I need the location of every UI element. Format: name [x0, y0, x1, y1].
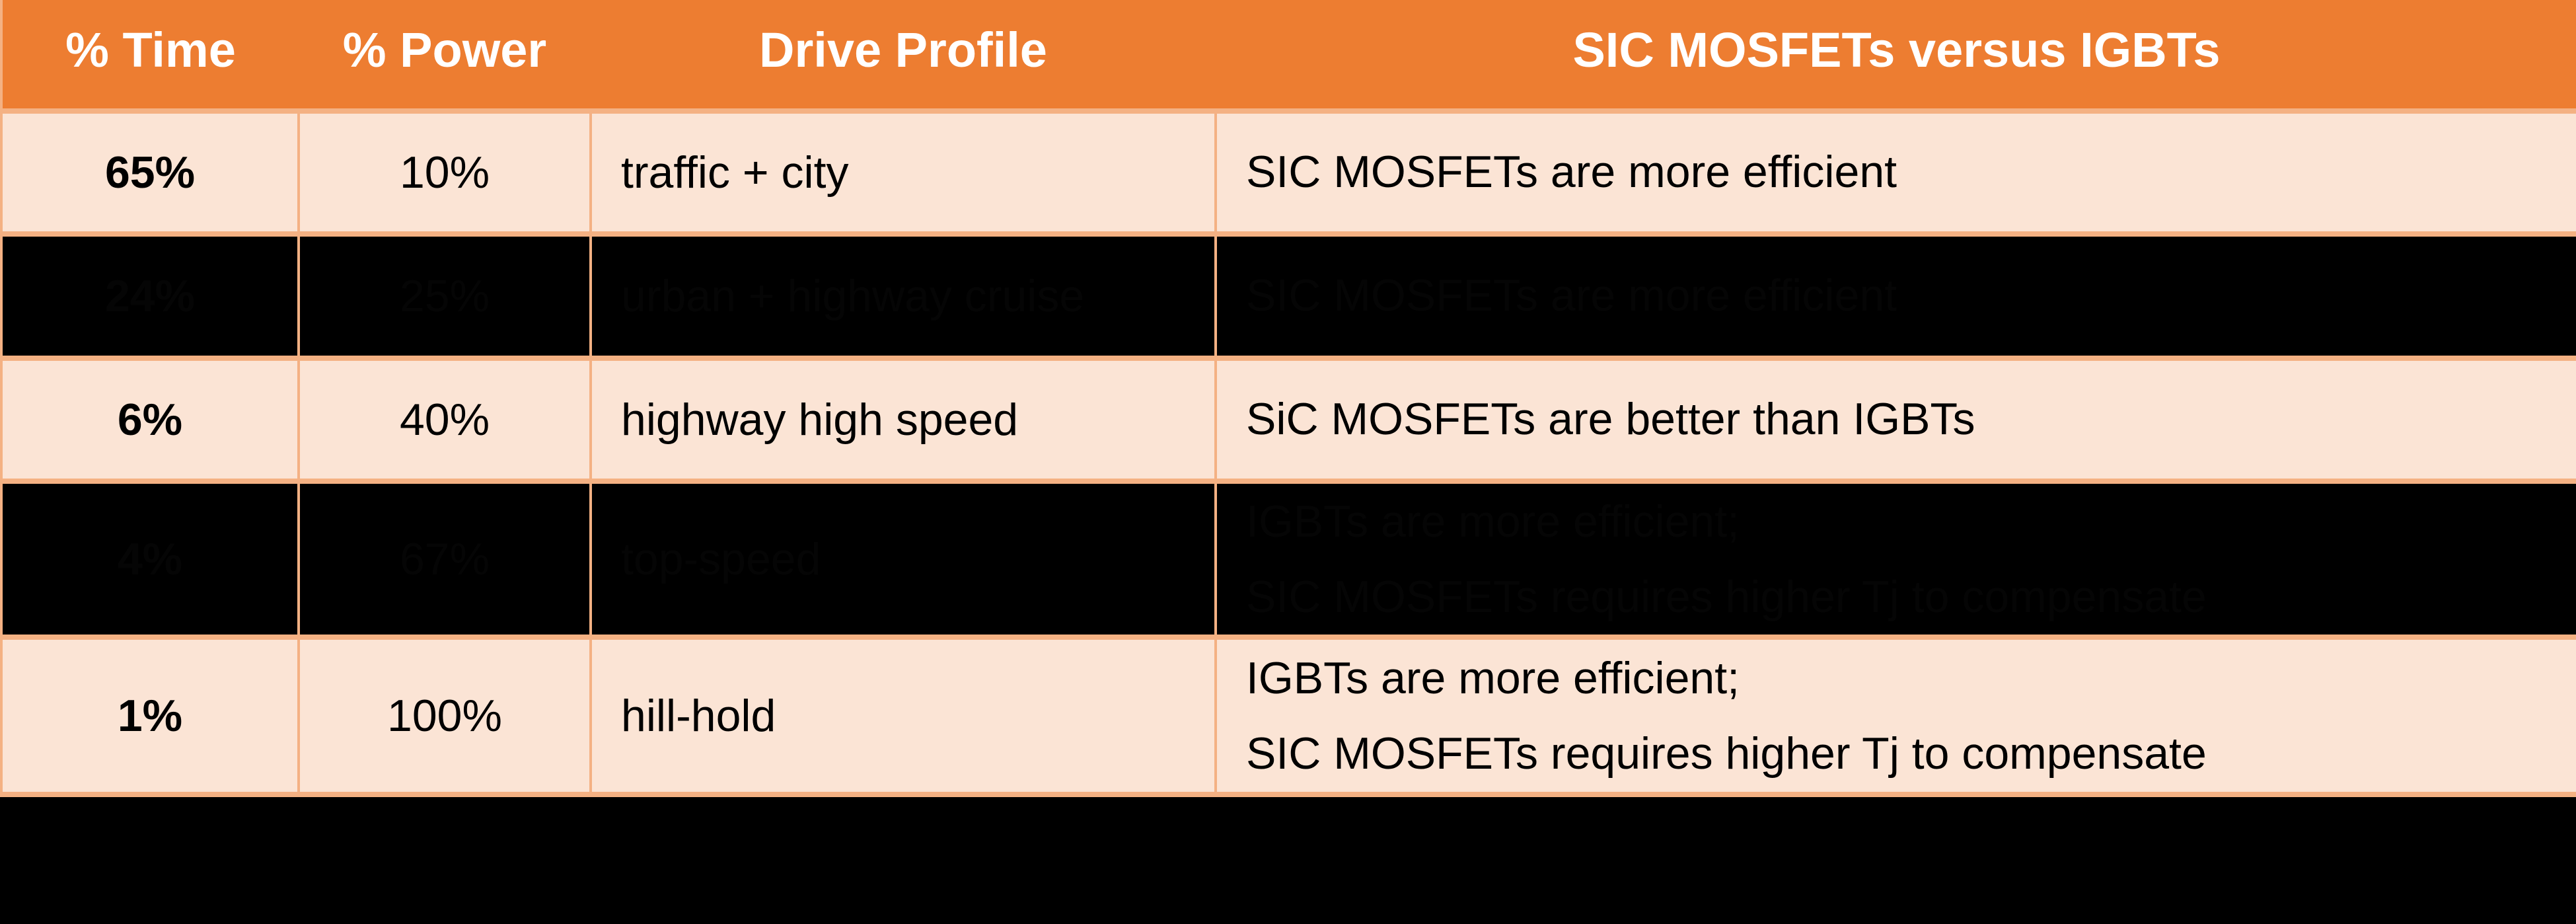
header-time: % Time: [0, 0, 299, 111]
comparison-line: SiC MOSFETs are better than IGBTs: [1246, 394, 1975, 445]
header-comparison: SIC MOSFETs versus IGBTs: [1216, 0, 2576, 111]
cell-drive-profile: traffic + city: [589, 108, 1217, 237]
cell-drive-profile: highway high speed: [589, 356, 1217, 484]
cell-power: 25%: [297, 231, 592, 361]
cell-drive-profile: top-speed: [589, 479, 1217, 640]
cell-comparison: IGBTs are more efficient; SIC MOSFETs re…: [1214, 479, 2576, 640]
drive-profile-table-container: % Time % Power Drive Profile SIC MOSFETs…: [0, 0, 2576, 797]
cell-comparison: SIC MOSFETs are more efficient: [1214, 108, 2576, 237]
header-row: % Time % Power Drive Profile SIC MOSFETs…: [0, 0, 2576, 111]
comparison-line: SIC MOSFETs are more efficient: [1246, 147, 1897, 198]
table-row: 24% 25% urban + highway cruise SIC MOSFE…: [0, 231, 2576, 361]
header-drive-profile: Drive Profile: [591, 0, 1216, 111]
cell-comparison: SiC MOSFETs are better than IGBTs: [1214, 356, 2576, 484]
table-row: 65% 10% traffic + city SIC MOSFETs are m…: [0, 108, 2576, 237]
cell-time: 1%: [0, 635, 300, 797]
cell-drive-profile: hill-hold: [589, 635, 1217, 797]
cell-power: 67%: [297, 479, 592, 640]
cell-time: 4%: [0, 479, 300, 640]
comparison-line: SIC MOSFETs requires higher Tj to compen…: [1246, 572, 2207, 622]
table-row: 4% 67% top-speed IGBTs are more efficien…: [0, 479, 2576, 640]
cell-comparison: SIC MOSFETs are more efficient: [1214, 231, 2576, 361]
cell-drive-profile: urban + highway cruise: [589, 231, 1217, 361]
cell-comparison: IGBTs are more efficient; SIC MOSFETs re…: [1214, 635, 2576, 797]
drive-profile-comparison-table: % Time % Power Drive Profile SIC MOSFETs…: [0, 0, 2576, 797]
comparison-line: SIC MOSFETs are more efficient: [1246, 270, 1897, 321]
cell-power: 40%: [297, 356, 592, 484]
cell-power: 100%: [297, 635, 592, 797]
header-power: % Power: [299, 0, 591, 111]
cell-time: 65%: [0, 108, 300, 237]
table-row: 6% 40% highway high speed SiC MOSFETs ar…: [0, 356, 2576, 484]
comparison-line: SIC MOSFETs requires higher Tj to compen…: [1246, 728, 2207, 779]
cell-time: 24%: [0, 231, 300, 361]
cell-power: 10%: [297, 108, 592, 237]
comparison-line: IGBTs are more efficient;: [1246, 653, 1740, 703]
table-row: 1% 100% hill-hold IGBTs are more efficie…: [0, 635, 2576, 797]
comparison-line: IGBTs are more efficient;: [1246, 496, 1740, 547]
cell-time: 6%: [0, 356, 300, 484]
